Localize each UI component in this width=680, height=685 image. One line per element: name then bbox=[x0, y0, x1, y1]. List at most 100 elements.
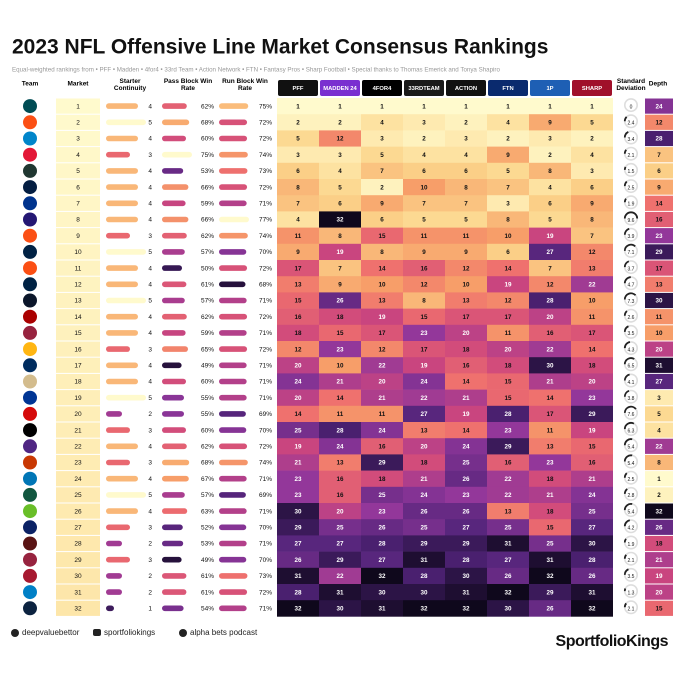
continuity-bar bbox=[106, 313, 138, 320]
rank-value: 18 bbox=[546, 476, 554, 483]
rank-cell bbox=[403, 243, 445, 261]
rank-cell bbox=[445, 438, 487, 455]
rank-value: 18 bbox=[336, 314, 344, 321]
rank-cell bbox=[445, 162, 487, 180]
team-logo bbox=[23, 504, 37, 519]
rank-value: 6 bbox=[464, 168, 468, 175]
rank-cell bbox=[277, 276, 319, 293]
continuity-value: 4 bbox=[148, 330, 152, 337]
rank-cell bbox=[361, 130, 403, 147]
rank-cell bbox=[277, 243, 319, 261]
rank-value: 29 bbox=[462, 541, 470, 548]
rank-cell bbox=[361, 422, 403, 439]
rank-value: 22 bbox=[588, 281, 596, 288]
rank-value: 7 bbox=[296, 200, 300, 207]
rank-value: 4 bbox=[548, 184, 552, 191]
rank-value: 21 bbox=[336, 379, 344, 386]
rank-value: 7 bbox=[422, 200, 426, 207]
continuity-bar bbox=[106, 103, 138, 109]
market-cell bbox=[56, 292, 100, 309]
rank-cell bbox=[529, 470, 571, 488]
gauge-arc bbox=[623, 454, 633, 462]
run-block-label: 71% bbox=[259, 508, 272, 515]
rank-value: 16 bbox=[462, 362, 470, 369]
title: 2023 NFL Offensive Line Market Consensus… bbox=[12, 36, 548, 59]
rank-cell bbox=[403, 519, 445, 536]
rank-cell bbox=[529, 584, 571, 601]
continuity-value: 4 bbox=[148, 201, 152, 208]
rank-cell bbox=[529, 179, 571, 196]
rank-value: 27 bbox=[504, 557, 512, 564]
run-block-bar bbox=[219, 605, 247, 612]
rank-cell bbox=[487, 227, 529, 245]
run-block-bar bbox=[219, 540, 247, 547]
pass-block-bar bbox=[162, 313, 187, 320]
rank-cell bbox=[571, 211, 613, 228]
continuity-value: 3 bbox=[148, 346, 152, 353]
std-dev-value: 2.1 bbox=[628, 153, 635, 159]
rank-value: 11 bbox=[589, 314, 596, 321]
gauge-arc bbox=[623, 602, 627, 608]
rank-cell bbox=[571, 373, 613, 390]
rank-value: 1 bbox=[296, 103, 300, 110]
depth-value: 19 bbox=[655, 573, 663, 580]
rank-value: 29 bbox=[378, 460, 386, 467]
depth-value: 29 bbox=[655, 249, 663, 256]
rank-cell bbox=[361, 503, 403, 520]
depth-value: 9 bbox=[657, 184, 661, 191]
run-block-label: 73% bbox=[259, 573, 272, 580]
gauge-arc bbox=[623, 116, 628, 122]
rank-cell bbox=[571, 341, 613, 358]
rank-value: 25 bbox=[504, 524, 512, 531]
gauge-arc bbox=[623, 405, 637, 414]
market-value: 22 bbox=[74, 444, 82, 451]
rank-cell bbox=[445, 486, 487, 504]
run-block-bar bbox=[219, 573, 248, 579]
rank-value: 12 bbox=[462, 265, 470, 272]
rank-cell bbox=[361, 519, 403, 536]
rank-value: 28 bbox=[546, 298, 554, 305]
rank-value: 4 bbox=[338, 168, 342, 175]
rank-value: 28 bbox=[378, 541, 386, 548]
depth-cell bbox=[645, 98, 673, 114]
rank-value: 8 bbox=[590, 217, 594, 224]
rank-value: 26 bbox=[546, 605, 554, 612]
run-block-bar bbox=[219, 200, 247, 207]
rank-value: 5 bbox=[548, 217, 552, 224]
rank-cell bbox=[403, 454, 445, 471]
rank-cell bbox=[571, 454, 613, 471]
depth-cell bbox=[645, 487, 673, 503]
rank-value: 31 bbox=[546, 557, 554, 564]
run-block-bar bbox=[219, 135, 248, 142]
pass-block-label: 60% bbox=[201, 427, 214, 434]
rank-value: 28 bbox=[336, 427, 344, 434]
market-value: 5 bbox=[76, 168, 80, 175]
run-block-bar bbox=[219, 589, 248, 595]
rank-value: 19 bbox=[378, 314, 386, 321]
market-value: 27 bbox=[74, 525, 82, 532]
rank-cell bbox=[487, 341, 529, 358]
continuity-value: 4 bbox=[148, 168, 152, 175]
rank-cell bbox=[529, 357, 571, 374]
rank-cell bbox=[361, 98, 403, 115]
depth-cell bbox=[645, 568, 673, 584]
run-block-label: 72% bbox=[259, 346, 272, 353]
rank-value: 27 bbox=[378, 557, 386, 564]
std-dev-value: 3.5 bbox=[628, 574, 635, 580]
rank-value: 29 bbox=[588, 411, 596, 418]
rank-value: 16 bbox=[546, 330, 554, 337]
rank-value: 24 bbox=[294, 379, 302, 386]
market-value: 6 bbox=[76, 184, 80, 191]
col-header: Depth bbox=[649, 81, 667, 88]
run-block-bar bbox=[219, 524, 247, 531]
rank-value: 1 bbox=[464, 103, 468, 110]
run-block-label: 74% bbox=[259, 460, 272, 467]
rank-value: 30 bbox=[588, 541, 596, 548]
rank-cell bbox=[319, 422, 361, 439]
rank-cell bbox=[487, 195, 529, 212]
rank-value: 24 bbox=[462, 443, 470, 450]
market-cell bbox=[56, 98, 100, 114]
rank-value: 17 bbox=[546, 411, 554, 418]
rank-cell bbox=[445, 470, 487, 488]
rank-value: 3 bbox=[296, 152, 300, 159]
